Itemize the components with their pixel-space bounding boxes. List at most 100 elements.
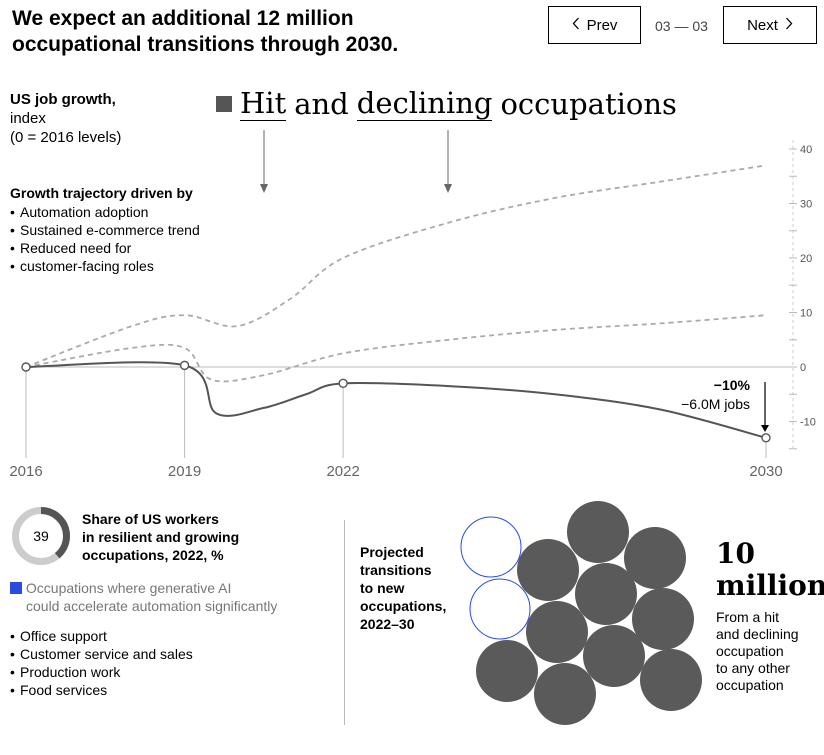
y-tick-label: 30 [800, 199, 812, 211]
prev-label: Prev [586, 16, 618, 34]
end-annotation: −10% −6.0M jobs [681, 376, 769, 432]
share-title: Share of US workers in resilient and gro… [82, 510, 239, 564]
transition-circles [460, 501, 702, 725]
y-tick-label: 20 [800, 253, 812, 265]
filled-circle [534, 663, 596, 725]
driver-item: Automation adoption [10, 203, 200, 221]
prev-button[interactable]: Prev [548, 6, 641, 44]
arrow-down-icon [761, 425, 769, 432]
legend-word-declining: declining [356, 86, 493, 121]
ai-legend: Occupations where generative AI could ac… [10, 579, 277, 615]
projection-title-line: Projected [360, 544, 424, 560]
trajectory-block: Growth trajectory driven by Automation a… [10, 184, 200, 275]
filled-circle [640, 649, 702, 711]
share-title-line: in resilient and growing [82, 529, 240, 545]
trajectory-title: Growth trajectory driven by [10, 185, 193, 201]
page-title: We expect an additional 12 million occup… [12, 6, 532, 58]
ai-legend-label-1: Occupations where generative AI [25, 580, 232, 596]
section-divider [344, 520, 345, 725]
donut-chart [12, 507, 70, 565]
filled-circle [526, 601, 588, 663]
x-tick-label: 2016 [9, 463, 42, 480]
data-point-marker [21, 362, 31, 372]
x-tick-label: 2022 [326, 463, 359, 480]
series-line-dashed [25, 164, 767, 368]
projection-title-line: occupations, [360, 598, 447, 614]
next-label: Next [747, 16, 778, 34]
share-value: 39 [33, 528, 49, 544]
annotation-percent: −10% [714, 377, 751, 393]
share-title-line: Share of US workers [82, 511, 219, 527]
page-indicator: 03 — 03 [655, 18, 708, 34]
chart-markers [21, 360, 771, 443]
outlined-circle [469, 578, 531, 640]
share-donut: 39 [10, 505, 72, 567]
filled-circle [624, 527, 686, 589]
ai-legend-swatch [10, 582, 22, 594]
chart-grid: 2016 2019 2022 2030 40 30 20 10 0 -10 [9, 140, 816, 480]
chart-title-block: US job growth, index (0 = 2016 levels) [10, 90, 121, 147]
big-number: 10 million [716, 538, 824, 602]
annotation-bg [704, 376, 764, 416]
legend-arrows [260, 130, 452, 193]
data-point-marker [761, 433, 771, 443]
title-line-2: occupational transitions through 2030. [12, 33, 399, 56]
donut-arc [12, 507, 70, 565]
ai-legend-label-2: could accelerate automation significantl… [26, 598, 278, 614]
driver-item-continued: customer-facing roles [10, 257, 200, 275]
arrow-down-icon [260, 184, 268, 193]
chart-subtitle-1: index [10, 110, 46, 127]
legend-word-occupations: occupations [500, 86, 677, 121]
series-legend: Hit and declining occupations [216, 86, 677, 121]
driver-item: Reduced need for [10, 239, 200, 257]
legend-word-and: and [294, 86, 349, 121]
projection-title-line: 2022–30 [360, 616, 415, 632]
desc-line: occupation [716, 643, 784, 659]
y-tick-label: 0 [800, 362, 806, 374]
share-title-line: occupations, 2022, % [82, 547, 224, 563]
x-tick-label: 2019 [168, 463, 201, 480]
series-line-declining [25, 361, 767, 439]
chart-subtitle-2: (0 = 2016 levels) [10, 129, 122, 146]
filled-circle [517, 539, 579, 601]
filled-circle [583, 625, 645, 687]
driver-item: Sustained e-commerce trend [10, 221, 200, 239]
driver-list: Automation adoption Sustained e-commerce… [10, 203, 200, 275]
annotation-jobs: −6.0M jobs [681, 396, 750, 412]
desc-line: and declining [716, 626, 799, 642]
occupation-item: Food services [10, 681, 193, 699]
data-point-marker [179, 360, 190, 371]
occupation-item: Customer service and sales [10, 645, 193, 663]
big-number-unit: million [716, 569, 824, 602]
x-tick-label: 2030 [749, 463, 782, 480]
arrow-down-icon [444, 184, 452, 193]
outlined-circle [460, 516, 522, 578]
projection-title-line: to new [360, 580, 405, 596]
occupation-list: Office support Customer service and sale… [10, 627, 193, 699]
legend-word-hit: Hit [240, 86, 287, 121]
big-number-value: 10 [716, 537, 755, 570]
y-tick-label: 40 [800, 144, 812, 156]
next-button[interactable]: Next [723, 6, 817, 44]
projection-title: Projected transitions to new occupations… [360, 543, 446, 633]
data-point-marker [338, 378, 348, 389]
projection-title-line: transitions [360, 562, 432, 578]
title-line-1: We expect an additional 12 million [12, 7, 354, 30]
series-line-dashed [25, 314, 767, 383]
occupation-item: Production work [10, 663, 193, 681]
desc-line: From a hit [716, 609, 780, 625]
filled-circle [567, 501, 629, 563]
filled-circle [575, 563, 637, 625]
legend-swatch [216, 95, 232, 112]
occupation-item: Office support [10, 627, 193, 645]
desc-line: to any other [716, 660, 790, 676]
big-number-description: From a hit and declining occupation to a… [716, 609, 799, 694]
filled-circle [476, 640, 538, 702]
chart-title: US job growth, [10, 91, 116, 108]
line-chart: 2016 2019 2022 2030 40 30 20 10 0 -10 −10% −6.0M … [9, 130, 816, 480]
chevron-left-icon [572, 17, 580, 34]
filled-circle [632, 588, 694, 650]
y-tick-label: 10 [800, 308, 812, 320]
desc-line: occupation [716, 677, 784, 693]
y-tick-label: -10 [800, 417, 816, 429]
